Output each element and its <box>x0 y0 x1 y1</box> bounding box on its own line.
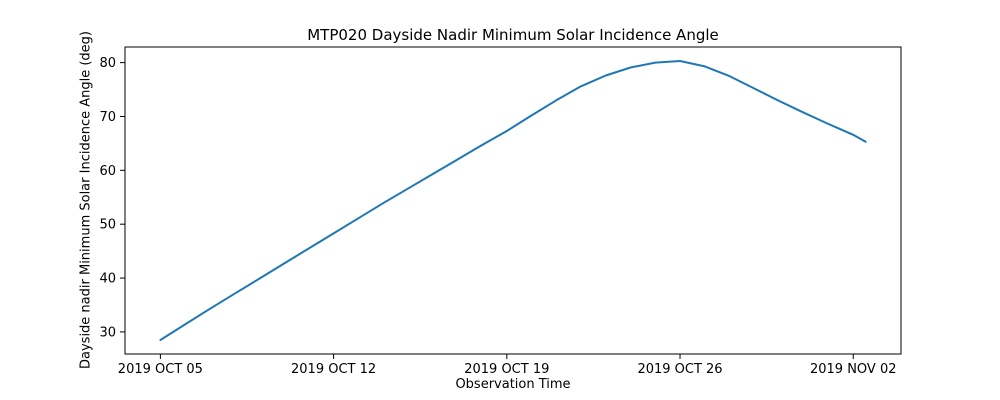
y-tick-label: 30 <box>99 325 116 340</box>
data-line <box>159 60 867 341</box>
y-tick-label: 60 <box>99 164 116 179</box>
x-tick-label: 2019 OCT 05 <box>118 362 203 377</box>
x-tick-label: 2019 OCT 26 <box>637 362 722 377</box>
plot-border <box>124 46 902 355</box>
y-tick-label: 70 <box>99 110 116 125</box>
y-tick-label: 50 <box>99 218 116 233</box>
x-tick-label: 2019 OCT 12 <box>291 362 376 377</box>
x-tick-label: 2019 OCT 19 <box>464 362 549 377</box>
chart-title: MTP020 Dayside Nadir Minimum Solar Incid… <box>307 26 719 44</box>
y-tick-label: 80 <box>99 56 116 71</box>
x-axis-label: Observation Time <box>455 377 571 392</box>
y-tick-label: 40 <box>99 272 116 287</box>
x-tick-label: 2019 NOV 02 <box>810 362 897 377</box>
